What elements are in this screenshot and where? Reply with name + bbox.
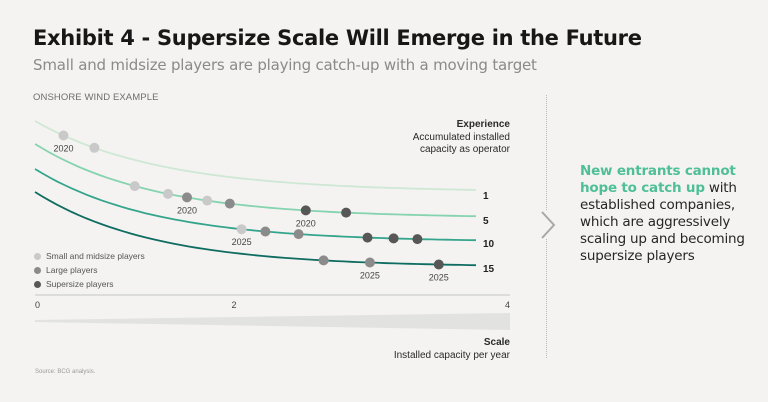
- curve-1: [34, 120, 477, 191]
- point-large: [260, 226, 271, 237]
- point-large: [293, 229, 304, 240]
- small-midsize-dot-icon: [34, 252, 41, 260]
- year-label: 2025: [429, 273, 449, 283]
- point-small_midsize: [89, 142, 100, 153]
- point-small_midsize: [202, 195, 213, 206]
- point-supersize: [362, 232, 373, 243]
- legend-label: Supersize players: [46, 279, 114, 289]
- callout-text: New entrants cannot hope to catch up wit…: [580, 163, 755, 265]
- point-large: [224, 198, 235, 209]
- large-dot-icon: [34, 266, 41, 274]
- y-axis-label: Experience Accumulated installed capacit…: [400, 119, 510, 157]
- legend-item-small-midsize: Small and midsize players: [34, 249, 145, 263]
- year-label: 2025: [360, 271, 380, 281]
- section-label: ONSHORE WIND EXAMPLE: [33, 92, 159, 103]
- point-supersize: [300, 205, 311, 216]
- x-tick-label: 2: [231, 300, 236, 310]
- point-large: [364, 257, 375, 268]
- curve-label: 15: [483, 264, 495, 275]
- source-note: Source: BCG analysis.: [35, 369, 96, 375]
- curve-label: 5: [483, 216, 489, 227]
- legend-item-large: Large players: [34, 263, 145, 277]
- x-axis: 0 2 4: [35, 294, 510, 330]
- y-axis-subtitle: Accumulated installed capacity as operat…: [412, 131, 510, 156]
- experience-curves: [34, 120, 477, 267]
- legend-label: Small and midsize players: [46, 251, 145, 261]
- callout-body: with established companies, which are ag…: [580, 180, 745, 264]
- player-points: 2020 2020 2020 2025 2025 2025: [53, 130, 449, 283]
- point-large: [318, 255, 329, 266]
- point-small_midsize: [58, 130, 69, 141]
- curve-labels: 1 5 10 15: [483, 191, 495, 275]
- year-label: 2025: [232, 237, 252, 247]
- year-label: 2020: [177, 205, 197, 215]
- legend-item-supersize: Supersize players: [34, 277, 145, 291]
- exhibit-title: Exhibit 4 - Supersize Scale Will Emerge …: [33, 26, 642, 50]
- callout-highlight: New entrants cannot hope to catch up: [580, 163, 736, 196]
- legend: Small and midsize players Large players …: [34, 249, 145, 291]
- point-supersize: [412, 234, 423, 245]
- legend-label: Large players: [46, 265, 98, 275]
- chevron-right-icon: [538, 211, 556, 239]
- x-tick-label: 0: [35, 300, 40, 310]
- y-axis-title: Experience: [456, 119, 510, 130]
- scale-wedge: [35, 313, 510, 330]
- x-axis-subtitle: Installed capacity per year: [393, 350, 510, 361]
- curve-10: [34, 168, 477, 242]
- point-supersize: [341, 207, 352, 218]
- x-tick-label: 4: [505, 300, 510, 310]
- curve-label: 1: [483, 191, 489, 202]
- curve-label: 10: [483, 239, 495, 250]
- exhibit-subtitle: Small and midsize players are playing ca…: [33, 56, 537, 74]
- year-label: 2020: [53, 144, 73, 154]
- x-axis-title: Scale: [483, 337, 510, 348]
- curve-5: [34, 143, 477, 218]
- point-small_midsize: [163, 188, 173, 199]
- point-small_midsize: [236, 224, 247, 235]
- point-supersize: [388, 233, 399, 244]
- year-label: 2020: [296, 218, 316, 228]
- supersize-dot-icon: [34, 280, 41, 288]
- x-axis-label: Scale Installed capacity per year: [394, 336, 510, 362]
- curve-15: [34, 191, 477, 267]
- point-supersize: [433, 259, 444, 270]
- point-small_midsize: [129, 181, 140, 192]
- point-large: [182, 192, 192, 203]
